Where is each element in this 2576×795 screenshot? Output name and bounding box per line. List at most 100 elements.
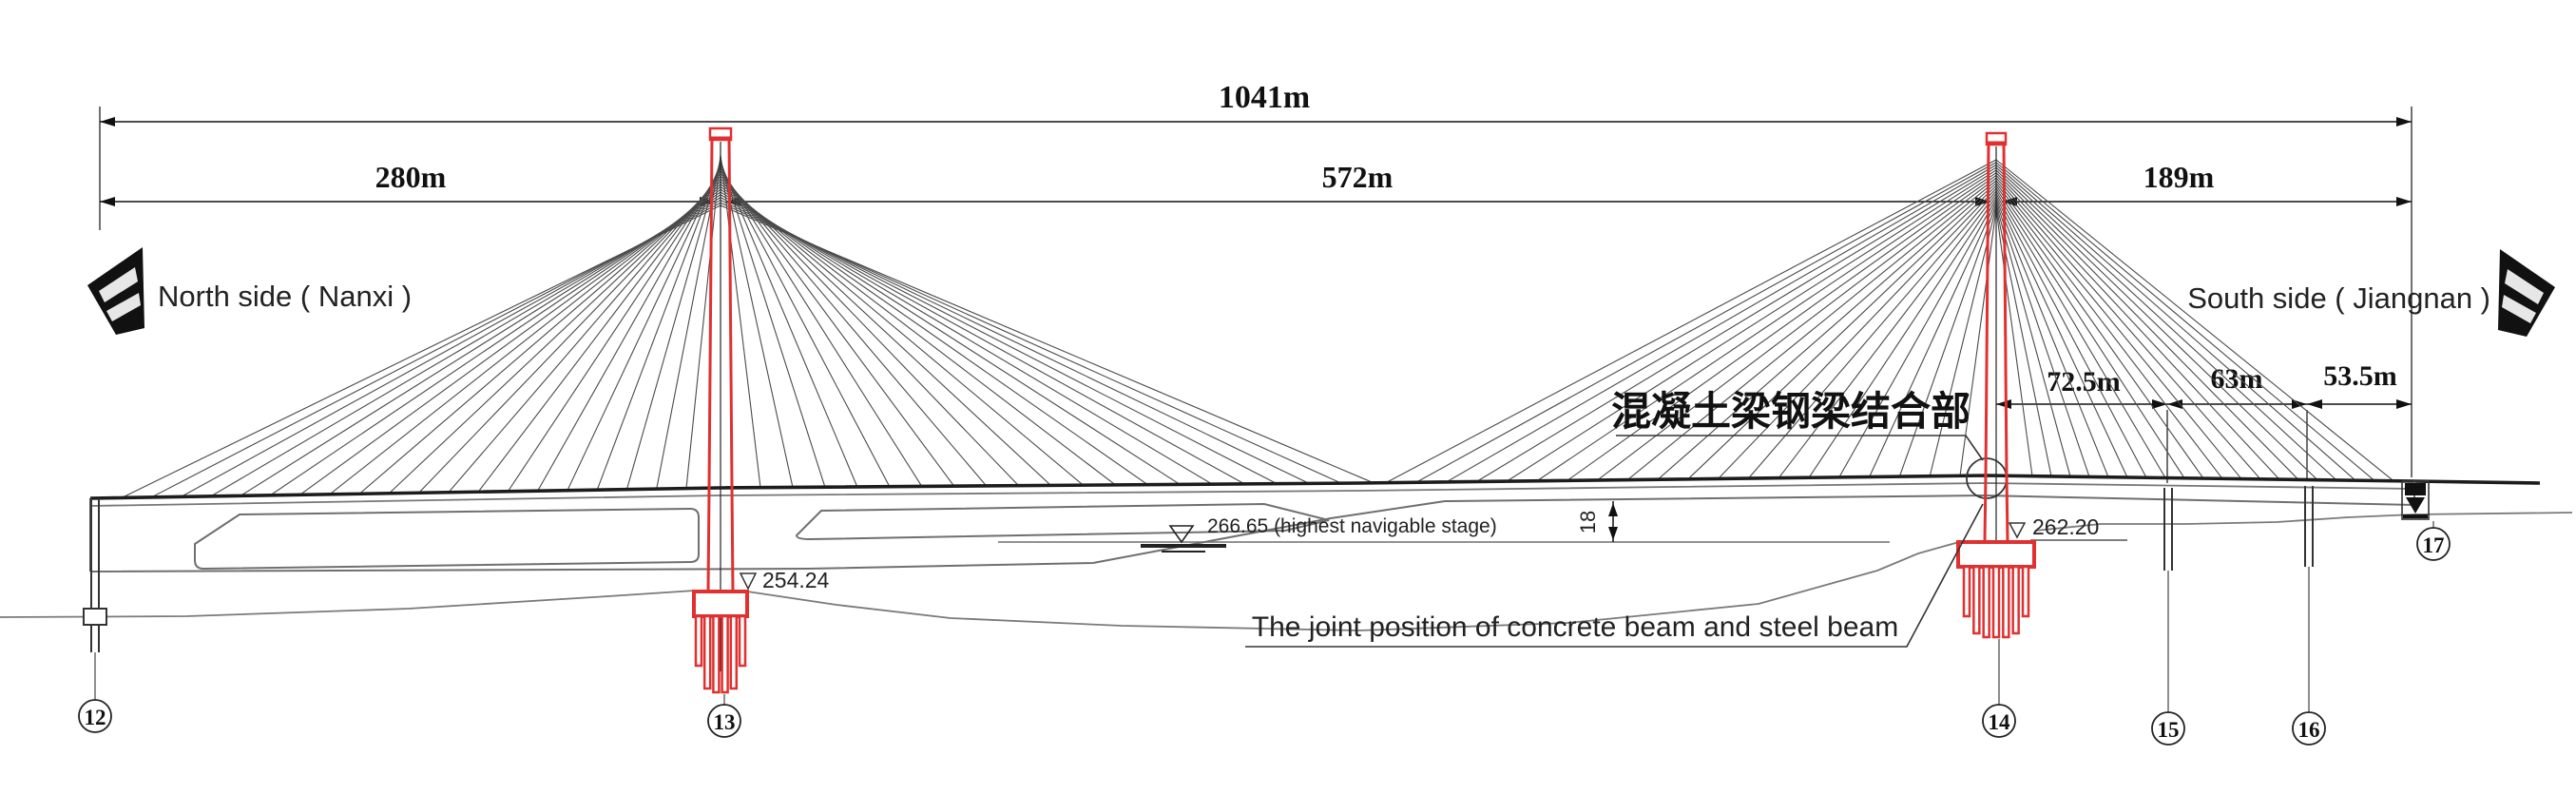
- stay-cable: [210, 197, 721, 497]
- pile: [2011, 565, 2020, 635]
- ground-right-label: 262.20: [2032, 514, 2099, 539]
- stay-cable: [1838, 198, 1997, 478]
- pile: [702, 614, 712, 690]
- stay-cable: [358, 184, 721, 494]
- stay-cable: [1929, 206, 1997, 476]
- pile-cap: [692, 590, 749, 618]
- stay-cable: [720, 160, 826, 488]
- dim-sub-span-2: 63m: [2211, 363, 2263, 395]
- stay-cable: [477, 173, 721, 493]
- stay-cable: [1995, 198, 2109, 477]
- south-side-label: South side ( Jiangnan ): [2187, 281, 2490, 315]
- dim-arrowhead: [2152, 399, 2167, 409]
- stay-cable: [720, 178, 1051, 486]
- bridge-deck: [89, 457, 2541, 572]
- stay-cable: [1995, 162, 2375, 481]
- pier-number-circle-16: [2292, 711, 2326, 746]
- pylons: [692, 126, 2036, 694]
- ground-marker-left: [739, 572, 758, 591]
- ground-marker-right: [2008, 522, 2027, 539]
- dim-arrowhead: [2396, 197, 2412, 206]
- pile-cap: [1956, 540, 2036, 569]
- stay-cable: [720, 163, 858, 488]
- stay-cable: [625, 160, 721, 490]
- dim-arrowhead: [2396, 117, 2412, 126]
- pier-label-17: 17: [2423, 533, 2445, 557]
- stay-cable: [1995, 190, 2166, 478]
- stay-cable: [1718, 187, 1997, 479]
- stay-cable: [720, 175, 1019, 487]
- joint-en-underline-leader: [1245, 503, 1984, 648]
- stay-cable: [329, 186, 721, 495]
- abutment-17-symbol: [2401, 480, 2430, 520]
- pile: [738, 614, 747, 668]
- pile: [1962, 565, 1971, 618]
- piers: [83, 486, 2434, 713]
- pier-12-footing: [83, 608, 107, 626]
- pier-label-16: 16: [2298, 718, 2320, 742]
- pile: [712, 614, 721, 694]
- stay-cable: [720, 181, 1084, 486]
- stay-cable: [1626, 180, 1997, 481]
- stay-cable: [1385, 159, 1997, 484]
- dim-arrowhead: [2002, 197, 2017, 206]
- stay-cable: [720, 184, 1116, 486]
- stay-cable: [1995, 165, 2356, 481]
- dim-total: 1041m: [1219, 80, 1310, 115]
- pile: [1972, 565, 1981, 635]
- joint-cn-underline-leader: [1616, 435, 1984, 461]
- pylon-top-cap: [1985, 131, 2008, 146]
- stay-cable: [537, 167, 721, 492]
- dim-arrowhead: [1608, 527, 1618, 540]
- dim-arrowhead: [100, 117, 115, 126]
- pile: [1991, 565, 2001, 639]
- pile: [721, 614, 729, 694]
- stay-cable: [720, 173, 988, 487]
- stay-cable: [1995, 183, 2223, 479]
- dim-arrowhead: [2396, 399, 2412, 409]
- stay-cable: [656, 157, 721, 490]
- stay-cable: [1476, 166, 1997, 482]
- stay-cable: [1995, 180, 2242, 479]
- stay-cable: [720, 194, 1245, 485]
- stay-cable: [1995, 201, 2090, 477]
- stay-cable: [1567, 174, 1997, 481]
- clearance-dimension: [1608, 501, 1618, 542]
- stay-cable: [567, 165, 721, 491]
- water-level-label: 266.65 (highest navigable stage): [1207, 515, 1497, 537]
- stay-cable: [1778, 193, 1997, 478]
- dim-main-span: 572m: [1322, 160, 1394, 194]
- stay-cable: [1869, 201, 1997, 477]
- joint-label-en: The joint position of concrete beam and …: [1252, 611, 1898, 643]
- stay-cable: [720, 186, 1148, 486]
- north-side-label: North side ( Nanxi ): [158, 280, 412, 313]
- ground-left-label: 254.24: [762, 568, 830, 592]
- stay-cable: [1506, 169, 1997, 482]
- water-level-symbol: [1141, 525, 1226, 553]
- stay-cable: [1808, 196, 1997, 478]
- stay-cable: [1748, 190, 1997, 479]
- stay-cable: [418, 178, 721, 494]
- stay-cable: [720, 188, 1181, 485]
- stay-cable: [720, 199, 1310, 484]
- stay-cable: [1995, 172, 2299, 480]
- dim-arrowhead: [100, 197, 115, 206]
- pier-number-bubbles: [78, 527, 2451, 746]
- pier-number-circle-15: [2151, 711, 2185, 746]
- pile: [694, 614, 703, 668]
- pylon-top-cap: [708, 126, 733, 142]
- stay-cable: [507, 170, 721, 493]
- stay-cable: [720, 170, 955, 487]
- dim-arrowhead: [1996, 399, 2011, 409]
- stay-cable: [448, 175, 721, 494]
- dim-sub-span-3: 53.5m: [2323, 360, 2397, 392]
- pier-number-circle-14: [1982, 704, 2016, 738]
- dim-arrowhead: [2307, 399, 2322, 409]
- pier-label-14: 14: [1989, 710, 2011, 734]
- pier-number-circle-13: [707, 704, 741, 738]
- stay-cable: [1446, 164, 1997, 483]
- stay-cable: [181, 199, 721, 497]
- dim-sub-span-1: 72.5m: [2047, 366, 2121, 398]
- stay-cable: [1995, 175, 2280, 480]
